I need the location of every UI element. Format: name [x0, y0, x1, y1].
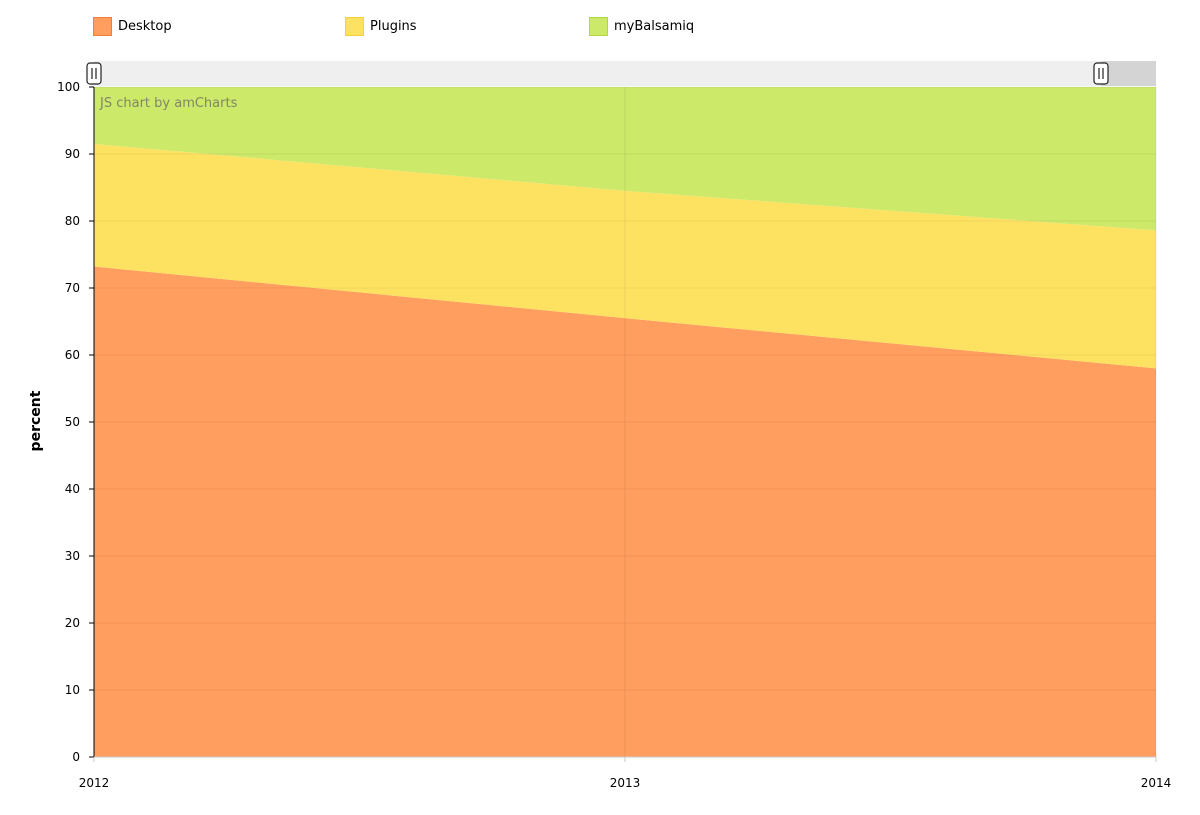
scrollbar-track[interactable]	[94, 61, 1156, 86]
y-tick-label: 10	[65, 683, 80, 697]
y-tick-label: 30	[65, 549, 80, 563]
legend-swatch-mybalsamiq	[589, 16, 608, 36]
y-tick-label: 100	[57, 80, 80, 94]
area-series-plugins[interactable]	[94, 143, 1156, 369]
x-tick-label: 2013	[610, 776, 641, 790]
legend-label-mybalsamiq: myBalsamiq	[614, 18, 695, 34]
grip-handle-icon	[86, 62, 102, 85]
scrollbar-right-grip[interactable]	[1093, 62, 1109, 85]
y-tick-label: 50	[65, 415, 80, 429]
chart-scrollbar[interactable]	[86, 61, 1156, 86]
legend-label-desktop: Desktop	[118, 18, 172, 34]
y-tick-label: 60	[65, 348, 80, 362]
y-tick-label: 80	[65, 214, 80, 228]
legend-item-desktop[interactable]: Desktop	[93, 14, 172, 38]
grid-lines	[94, 86, 1157, 757]
x-tick-label: 2012	[79, 776, 110, 790]
y-tick-label: 20	[65, 616, 80, 630]
legend-label-plugins: Plugins	[370, 18, 417, 34]
y-tick-label: 90	[65, 147, 80, 161]
legend-swatch-plugins	[345, 16, 364, 36]
scrollbar-left-grip[interactable]	[86, 62, 102, 85]
chart-credit[interactable]: JS chart by amCharts	[99, 96, 238, 111]
chart-legend: Desktop Plugins myBalsamiq	[0, 14, 1200, 40]
area-series-desktop[interactable]	[94, 266, 1156, 757]
legend-item-plugins[interactable]: Plugins	[345, 14, 417, 38]
x-tick-label: 2014	[1141, 776, 1172, 790]
chart-axes: 0 10 20 30 40 50 60 70 80 90 100 2012 2013 2014	[57, 80, 1171, 790]
scrollbar-unselected-region	[1101, 61, 1156, 86]
area-series-layer	[94, 87, 1156, 757]
y-axis-title: percent	[28, 390, 44, 451]
area-series-mybalsamiq[interactable]	[94, 87, 1156, 231]
legend-swatch-desktop	[93, 16, 112, 36]
y-tick-label: 0	[72, 750, 80, 764]
legend-item-mybalsamiq[interactable]: myBalsamiq	[589, 14, 694, 38]
grip-handle-icon	[1093, 62, 1109, 85]
y-tick-label: 40	[65, 482, 80, 496]
y-tick-label: 70	[65, 281, 80, 295]
